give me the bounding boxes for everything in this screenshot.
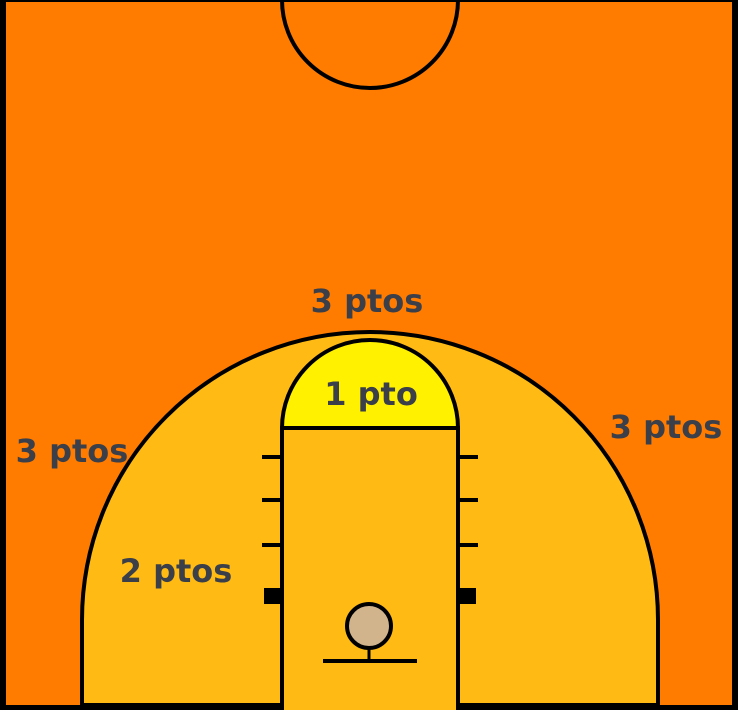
key-lane [280,426,460,710]
label-three-top: 3 ptos [311,282,424,320]
label-two: 2 ptos [120,552,233,590]
label-three-left: 3 ptos [16,432,129,470]
free-throw-semicircle [279,338,461,430]
label-three-right: 3 ptos [610,408,723,446]
label-one: 1 pto [324,375,418,413]
lane-block [458,588,476,604]
basket-ball-icon [345,602,393,650]
lane-block [264,588,282,604]
center-circle [280,0,460,90]
